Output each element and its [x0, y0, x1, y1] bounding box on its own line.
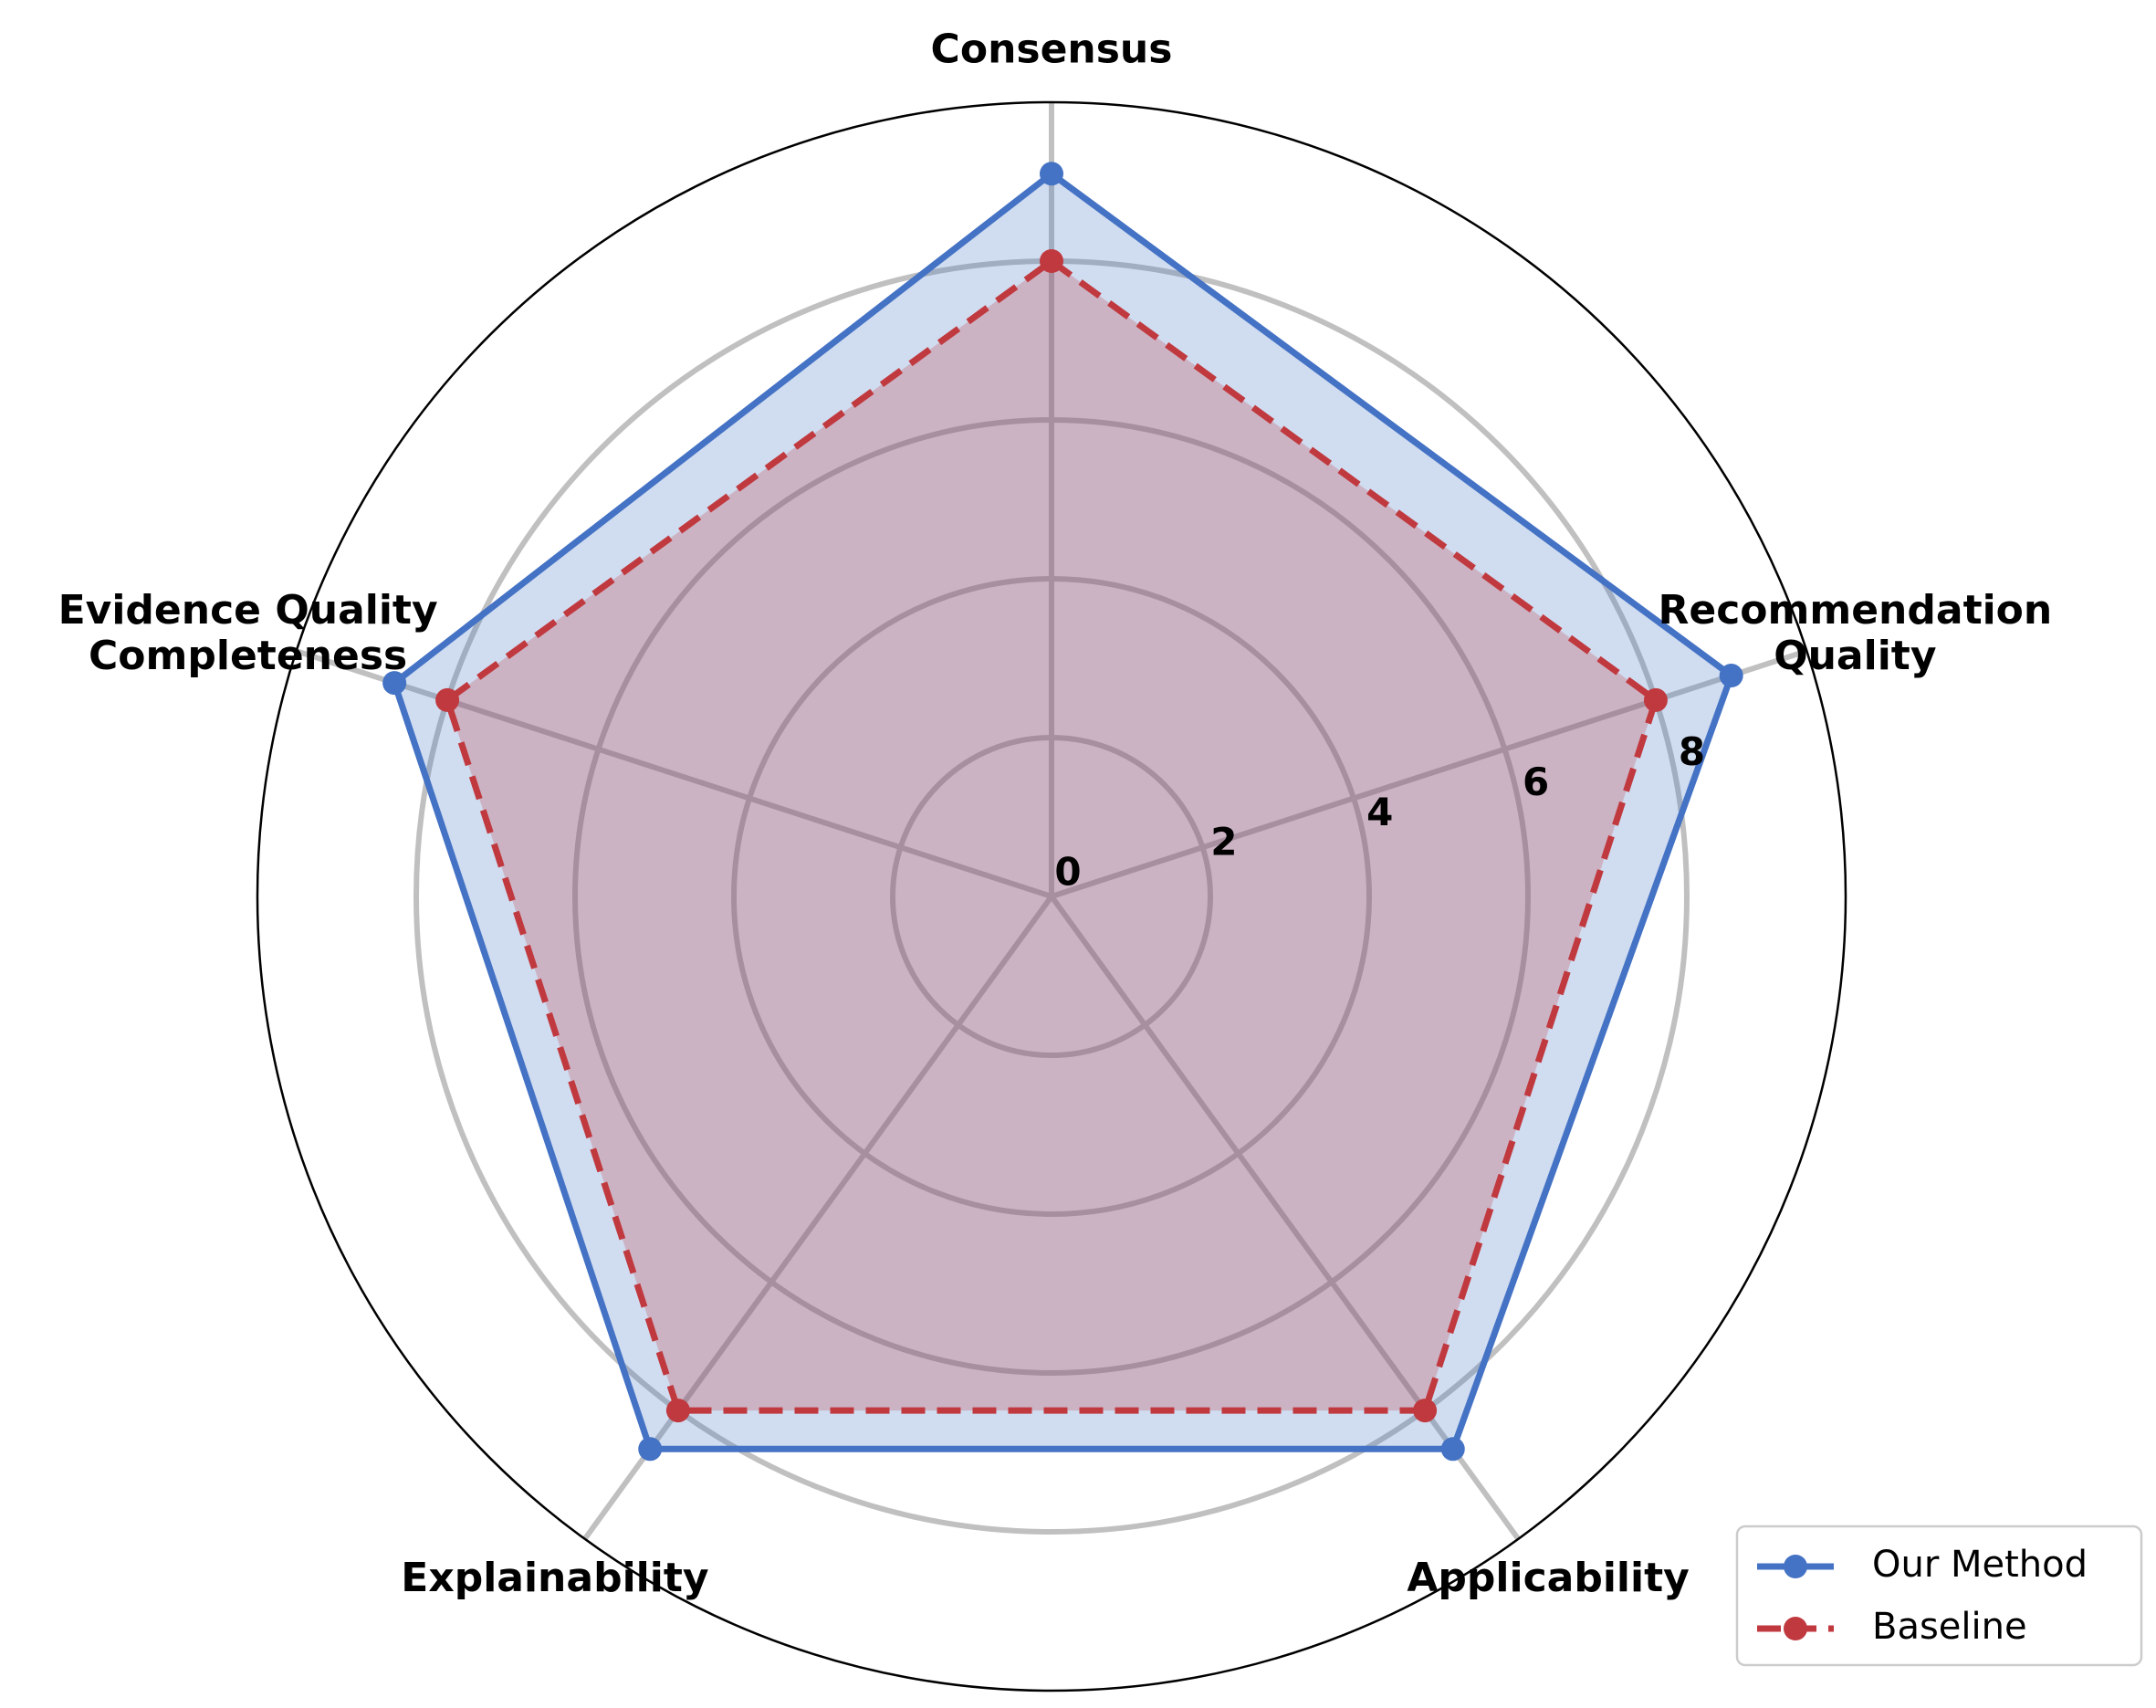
baseline-point-recommendation-quality — [1643, 687, 1668, 712]
our-method-point-applicability — [1440, 1437, 1465, 1462]
axis-label-evidence-quality-completeness: Evidence Quality Completeness — [58, 587, 438, 679]
our-method-area — [394, 173, 1732, 1450]
axis-label-recommendation-quality: Recommendation Quality — [1658, 587, 2052, 679]
series-layer — [382, 162, 1743, 1462]
our-method-line — [391, 170, 1735, 1452]
our-method-point-recommendation-quality — [1719, 664, 1743, 688]
legend: Our Method Baseline — [1735, 1525, 2143, 1667]
r-tick-label-0: 0 — [1054, 850, 1081, 895]
baseline-area — [447, 261, 1656, 1411]
spoke-recommendation-quality — [1051, 648, 1808, 899]
axis-label-applicability: Applicability — [1407, 1555, 1689, 1601]
axis-label-consensus: Consensus — [931, 26, 1173, 72]
our-method-point-evidence-quality-completeness — [382, 671, 407, 696]
axis-label-explainability: Explainability — [401, 1555, 708, 1601]
baseline-point-evidence-quality-completeness — [435, 687, 460, 712]
legend-marker-baseline — [1784, 1617, 1807, 1640]
spoke-explainability — [582, 895, 1054, 1541]
legend-label-baseline: Baseline — [1872, 1606, 2027, 1648]
legend-marker-our-method — [1784, 1555, 1807, 1578]
r-tick-label-2: 2 — [1210, 820, 1237, 864]
grid-layer — [256, 100, 1847, 1692]
outer-frame — [256, 100, 1847, 1692]
r-tick-label-6: 6 — [1523, 760, 1549, 804]
baseline-point-explainability — [665, 1399, 690, 1423]
legend-box — [1735, 1525, 2143, 1667]
our-method-point-explainability — [638, 1437, 663, 1462]
label-layer: 0 2 4 6 8 Consensus Recommendation Quality Appli… — [58, 26, 2053, 1601]
r-tick-label-8: 8 — [1679, 729, 1705, 774]
baseline-point-applicability — [1413, 1399, 1438, 1423]
baseline-line — [444, 257, 1659, 1414]
spoke-evidence-quality-completeness — [295, 648, 1052, 899]
our-method-point-consensus — [1040, 162, 1063, 186]
baseline-point-consensus — [1040, 249, 1063, 273]
spoke-applicability — [1049, 895, 1521, 1541]
legend-label-our-method: Our Method — [1872, 1544, 2088, 1586]
r-tick-label-4: 4 — [1366, 790, 1393, 834]
